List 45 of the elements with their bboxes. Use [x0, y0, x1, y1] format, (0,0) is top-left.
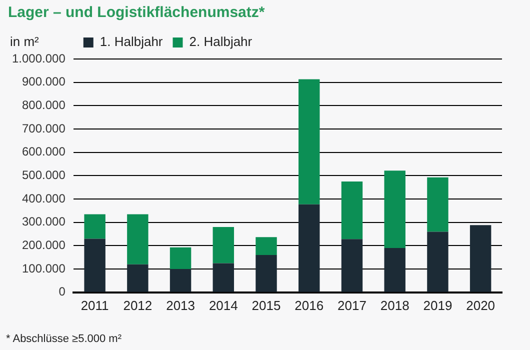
bar: [427, 232, 448, 292]
bar: [341, 239, 363, 292]
bar: [127, 264, 148, 292]
y-tick-label: 200.000: [22, 238, 66, 252]
bar: [84, 238, 106, 292]
bar: [470, 225, 492, 292]
x-tick-label: 2020: [466, 298, 496, 313]
bar: [84, 214, 106, 239]
bar: [298, 79, 320, 204]
bar: [256, 255, 277, 292]
bar: [298, 204, 320, 292]
y-tick-label: 500.000: [22, 168, 66, 182]
bar: [170, 269, 192, 292]
bar: [384, 248, 406, 292]
x-tick-label: 2012: [123, 298, 152, 313]
y-tick-label: 0: [58, 284, 66, 299]
x-tick-label: 2019: [423, 298, 452, 313]
legend-label: 1. Halbjahr: [100, 34, 164, 50]
y-tick-label: 100.000: [22, 261, 66, 276]
y-tick-label: 700.000: [22, 121, 66, 136]
x-tick-label: 2016: [294, 298, 324, 313]
y-tick-label: 800.000: [22, 98, 66, 112]
x-tick-label: 2018: [380, 298, 410, 313]
y-tick-label: 300.000: [22, 214, 66, 229]
legend-label: 2. Halbjahr: [189, 34, 253, 50]
x-tick-label: 2015: [252, 298, 281, 313]
y-tick-label: 400.000: [22, 191, 66, 206]
bar: [212, 263, 234, 292]
text: * Abschlüsse ≥5.000 m²: [6, 333, 122, 345]
chart-title: Lager – und Logistikflächenumsatz*: [8, 4, 265, 21]
x-tick-label: 2014: [208, 298, 238, 313]
x-tick-label: 2017: [338, 298, 366, 313]
bar: [127, 214, 148, 264]
bar: [256, 237, 277, 256]
y-tick-label: 1.000.000: [12, 51, 66, 66]
bar: [384, 170, 406, 248]
bar: [170, 247, 192, 270]
y-tick-label: 900.000: [22, 74, 66, 89]
bar: [212, 227, 234, 264]
bar: [341, 182, 363, 240]
y-tick-label: 600.000: [22, 144, 66, 159]
x-tick-label: 2011: [80, 298, 109, 313]
bar: [427, 177, 448, 232]
y-axis-title: in m²: [10, 34, 39, 49]
x-tick-label: 2013: [166, 298, 195, 313]
